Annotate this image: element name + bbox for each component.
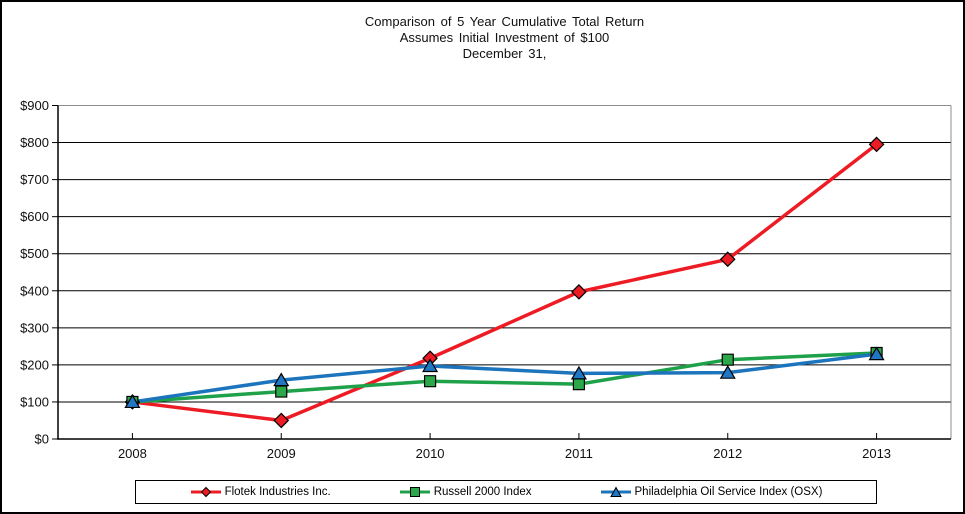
marker-diamond-flotek-industries-inc <box>571 284 587 300</box>
y-axis-label: $900 <box>20 98 49 113</box>
marker-triangle-philadelphia-oil-service-index-osx <box>719 364 736 379</box>
legend-entry-osx: Philadelphia Oil Service Index (OSX) <box>600 486 823 498</box>
legend-key-blue-triangle-icon <box>600 486 631 497</box>
legend-key-green-square-icon <box>399 487 430 497</box>
series-line-russell-2000-index <box>132 351 877 404</box>
chart-title-line2: Assumes Initial Investment of $100 <box>399 30 610 45</box>
marker-diamond-flotek-industries-inc <box>868 136 885 153</box>
y-axis-label: $600 <box>20 209 49 224</box>
marker-triangle-philadelphia-oil-service-index-osx <box>422 358 439 373</box>
marker-triangle-philadelphia-oil-service-index-osx <box>124 394 141 409</box>
series-line-flotek-industries-inc <box>132 143 878 423</box>
legend-label-russell: Russell 2000 Index <box>433 486 532 498</box>
legend-label-flotek: Flotek Industries Inc. <box>224 486 331 498</box>
chart-title-line1: Comparison of 5 Year Cumulative Total Re… <box>364 14 645 29</box>
marker-square-russell-2000-index <box>275 385 288 398</box>
chart-title: Comparison of 5 Year Cumulative Total Re… <box>58 14 951 62</box>
x-axis-label: 2009 <box>267 446 296 461</box>
marker-diamond-flotek-industries-inc <box>719 251 736 268</box>
y-axis-label: $500 <box>20 246 49 261</box>
y-axis-label: $300 <box>20 320 49 335</box>
x-axis-label: 2008 <box>118 446 147 461</box>
chart-legend: Flotek Industries Inc. Russell 2000 Inde… <box>135 480 877 504</box>
x-axis-label: 2013 <box>862 446 891 461</box>
x-axis-label: 2011 <box>565 446 593 461</box>
legend-key-red-diamond-icon <box>190 486 221 498</box>
x-axis-label: 2010 <box>416 446 445 461</box>
legend-entry-russell: Russell 2000 Index <box>399 486 532 498</box>
y-axis-label: $800 <box>20 135 49 150</box>
y-axis-label: $700 <box>20 172 49 187</box>
marker-triangle-philadelphia-oil-service-index-osx <box>273 372 290 387</box>
marker-square-russell-2000-index <box>572 378 586 391</box>
x-axis-label: 2012 <box>713 446 742 461</box>
y-axis-label: $200 <box>20 357 49 372</box>
legend-label-osx: Philadelphia Oil Service Index (OSX) <box>634 486 823 498</box>
y-axis-label: $0 <box>35 432 49 447</box>
marker-triangle-philadelphia-oil-service-index-osx <box>868 346 885 361</box>
y-axis-label: $100 <box>20 394 49 409</box>
marker-triangle-philadelphia-oil-service-index-osx <box>570 365 587 380</box>
marker-square-russell-2000-index <box>423 375 437 388</box>
marker-diamond-flotek-industries-inc <box>273 412 290 429</box>
series-line-philadelphia-oil-service-index-osx <box>132 352 877 404</box>
y-axis-label: $400 <box>20 283 49 298</box>
marker-square-russell-2000-index <box>721 353 734 366</box>
chart-title-line3: December 31, <box>462 46 547 61</box>
legend-entry-flotek: Flotek Industries Inc. <box>190 486 331 498</box>
